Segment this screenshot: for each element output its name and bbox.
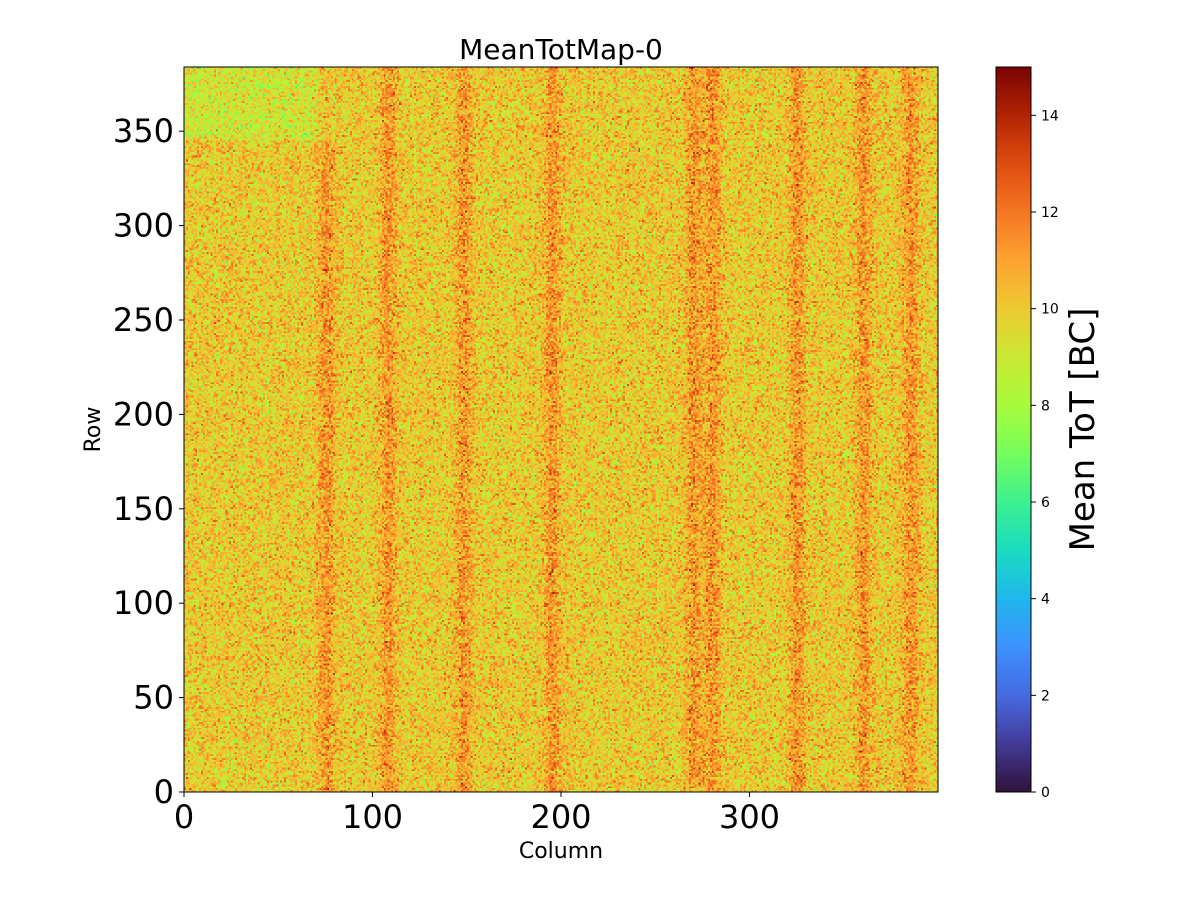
- colorbar-tick-label: 0: [1041, 785, 1050, 801]
- x-tick-label: 300: [719, 798, 780, 836]
- y-tick-label: 50: [133, 679, 174, 717]
- y-tick-label: 350: [113, 112, 174, 150]
- y-tick-label: 150: [113, 490, 174, 528]
- x-tick-label: 100: [342, 798, 403, 836]
- colorbar-tick-label: 14: [1041, 108, 1059, 124]
- heatmap-cells: [184, 67, 938, 792]
- colorbar: 0 2 4 6 8 10 12 14: [995, 66, 1059, 801]
- y-tick-label: 200: [113, 395, 174, 433]
- y-tick-label: 300: [113, 207, 174, 245]
- colorbar-tick-label: 8: [1041, 398, 1050, 414]
- chart-title: MeanTotMap-0: [459, 33, 663, 66]
- colorbar-tick-label: 4: [1041, 592, 1050, 608]
- x-tick-label: 0: [174, 798, 194, 836]
- x-axis-label: Column: [519, 839, 603, 864]
- colorbar-label: Mean ToT [BC]: [1063, 308, 1103, 552]
- y-axis-label: Row: [81, 407, 106, 453]
- axes: 0 100 200 300 0 50 100 150 200 250 300 350: [113, 66, 939, 836]
- y-tick-label: 0: [154, 773, 174, 811]
- x-tick-label: 200: [530, 798, 591, 836]
- colorbar-tick-label: 6: [1041, 495, 1050, 511]
- colorbar-tick-label: 2: [1041, 688, 1050, 704]
- heatmap-plot-area: [184, 67, 938, 792]
- colorbar-gradient: [995, 66, 1032, 793]
- y-tick-label: 250: [113, 301, 174, 339]
- colorbar-tick-label: 10: [1041, 302, 1059, 318]
- colorbar-tick-label: 12: [1041, 205, 1059, 221]
- y-tick-label: 100: [113, 584, 174, 622]
